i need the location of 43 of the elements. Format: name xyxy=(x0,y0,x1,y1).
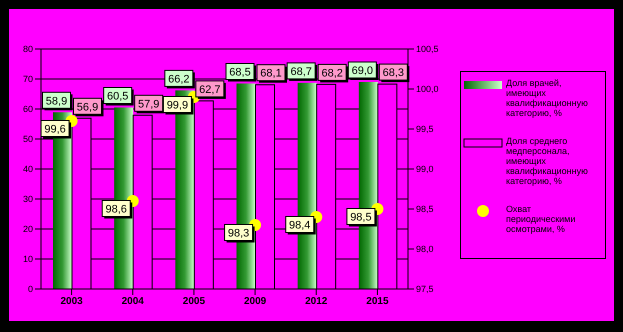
data-label: 68,7 xyxy=(290,66,312,78)
x-tick-label: 2004 xyxy=(122,296,144,308)
data-label: 68,2 xyxy=(321,67,343,80)
data-label: 56,9 xyxy=(76,101,98,114)
x-tick-label: 2015 xyxy=(366,296,389,308)
y2-tick-label: 100,5 xyxy=(416,44,439,54)
y2-tick-label: 99,0 xyxy=(416,164,434,174)
x-tick-label: 2005 xyxy=(182,296,206,308)
x-tick-label: 2012 xyxy=(305,296,328,308)
data-label: 98,5 xyxy=(350,211,372,224)
y-tick-label: 20 xyxy=(22,224,33,234)
y-tick-label: 50 xyxy=(22,134,33,144)
legend-label: Охват периодическими осмотрами, % xyxy=(506,204,576,234)
data-label: 57,9 xyxy=(138,98,160,110)
data-label: 68,1 xyxy=(260,68,282,80)
y-tick-label: 30 xyxy=(22,194,33,204)
data-label: 68,3 xyxy=(382,67,404,80)
data-label: 60,5 xyxy=(106,90,128,102)
y2-tick-label: 99,5 xyxy=(416,124,434,134)
y-tick-label: 10 xyxy=(22,254,33,264)
x-tick-label: 2003 xyxy=(60,296,84,308)
y-tick-label: 0 xyxy=(28,284,33,294)
y2-tick-label: 98,0 xyxy=(416,244,434,254)
legend-label: Доля врачей, имеющих квалификационную категорию, % xyxy=(506,78,589,118)
data-label: 62,7 xyxy=(199,84,221,96)
data-label: 68,5 xyxy=(229,66,251,78)
y2-tick-label: 97,5 xyxy=(416,284,434,294)
y2-tick-label: 98,5 xyxy=(416,204,434,214)
y-tick-label: 40 xyxy=(22,164,33,174)
y-tick-label: 80 xyxy=(22,44,33,54)
y-tick-label: 60 xyxy=(22,104,33,114)
y-tick-label: 70 xyxy=(22,74,33,84)
data-label: 98,3 xyxy=(228,227,250,240)
data-label: 69,0 xyxy=(352,65,374,77)
y2-tick-label: 100,0 xyxy=(416,84,439,94)
data-label: 66,2 xyxy=(168,73,190,86)
data-label: 99,6 xyxy=(44,123,66,136)
legend-label: Доля среднего медперсонала, имеющих квалификационную категорию, % xyxy=(506,136,589,186)
data-label: 98,4 xyxy=(289,219,310,232)
data-label: 98,6 xyxy=(106,203,127,216)
x-tick-label: 2009 xyxy=(244,296,267,308)
data-label: 99,9 xyxy=(166,99,188,112)
data-label: 58,9 xyxy=(46,95,68,108)
